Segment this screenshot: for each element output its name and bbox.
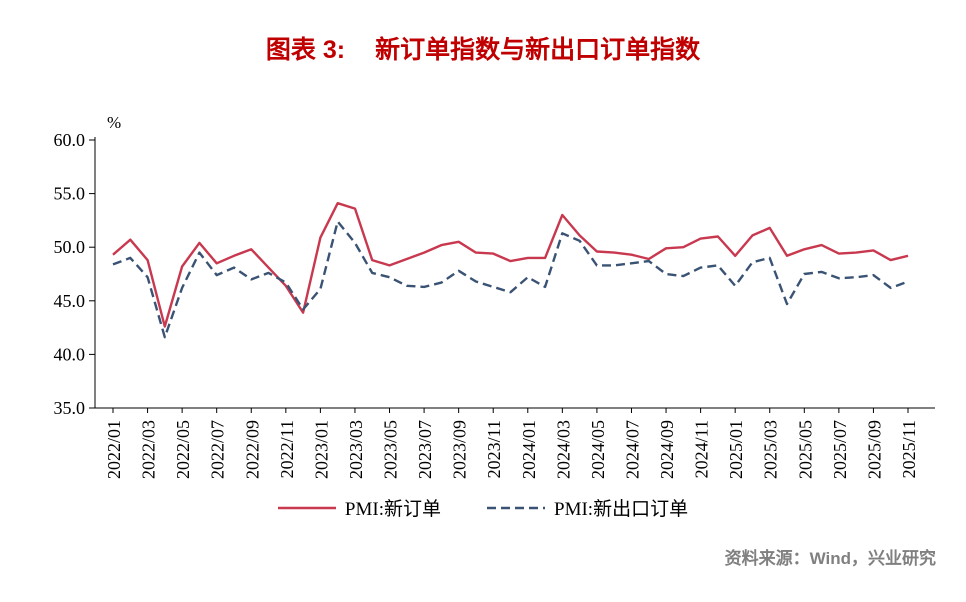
x-tick-label: 2022/09 — [242, 420, 262, 479]
x-tick-label: 2025/03 — [761, 420, 781, 479]
x-tick-label: 2025/05 — [795, 420, 815, 479]
x-tick-label: 2023/09 — [450, 420, 470, 479]
legend-label-new-export-orders: PMI:新出口订单 — [554, 499, 689, 520]
chart-svg: 35.0 40.0 45.0 50.0 55.0 60.0% 2022/01 2022/03 2… — [54, 113, 935, 479]
x-tick-label: 2025/01 — [726, 420, 746, 479]
source-note: 资料来源：Wind，兴业研究 — [724, 549, 936, 568]
x-tick-label: 2024/09 — [657, 420, 677, 479]
x-tick-label: 2024/01 — [519, 420, 539, 479]
x-tick-label: 2024/03 — [553, 420, 573, 479]
series-line-1 — [112, 220, 909, 339]
legend-swatch-solid — [277, 506, 336, 509]
x-tick-label: 2023/03 — [346, 420, 366, 479]
y-axis-unit: % — [107, 113, 121, 132]
x-tick-label: 2023/07 — [415, 420, 435, 479]
chart-area: 35.0 40.0 45.0 50.0 55.0 60.0% 2022/01 2022/03 2… — [0, 95, 966, 505]
y-tick-label: 50.0 — [54, 237, 86, 257]
x-tick-label: 2024/05 — [588, 420, 608, 479]
chart-title: 图表 3: 新订单指数与新出口订单指数 — [0, 30, 966, 66]
x-tick-label: 2022/07 — [208, 420, 228, 479]
x-tick-label: 2025/11 — [899, 420, 919, 478]
x-tick-label: 2023/05 — [381, 420, 401, 479]
x-tick-label: 2025/09 — [864, 420, 884, 479]
x-tick-label: 2023/01 — [311, 420, 331, 479]
legend: PMI:新订单 PMI:新出口订单 — [0, 494, 966, 521]
x-tick-label: 2024/11 — [692, 420, 712, 478]
x-tick-label: 2023/11 — [484, 420, 504, 478]
x-tick-label: 2022/03 — [139, 420, 159, 479]
chart-title-text: 新订单指数与新出口订单指数 — [375, 36, 701, 64]
x-tick-label: 2025/07 — [830, 420, 850, 479]
x-tick-label: 2024/07 — [622, 420, 642, 479]
y-tick-label: 60.0 — [54, 130, 86, 150]
legend-label-new-orders: PMI:新订单 — [344, 499, 441, 520]
legend-item-new-export-orders: PMI:新出口订单 — [487, 494, 688, 521]
legend-swatch-dashed — [487, 506, 545, 509]
legend-item-new-orders: PMI:新订单 — [277, 494, 441, 521]
y-tick-label: 55.0 — [54, 184, 86, 204]
x-tick-label: 2022/01 — [104, 420, 124, 479]
y-tick-label: 35.0 — [54, 398, 86, 418]
x-tick-label: 2022/11 — [277, 420, 297, 478]
x-tick-label: 2022/05 — [173, 420, 193, 479]
series-line-0 — [112, 201, 909, 328]
y-tick-label: 40.0 — [54, 344, 86, 364]
y-tick-label: 45.0 — [54, 291, 86, 311]
chart-title-prefix: 图表 3: — [265, 36, 346, 64]
